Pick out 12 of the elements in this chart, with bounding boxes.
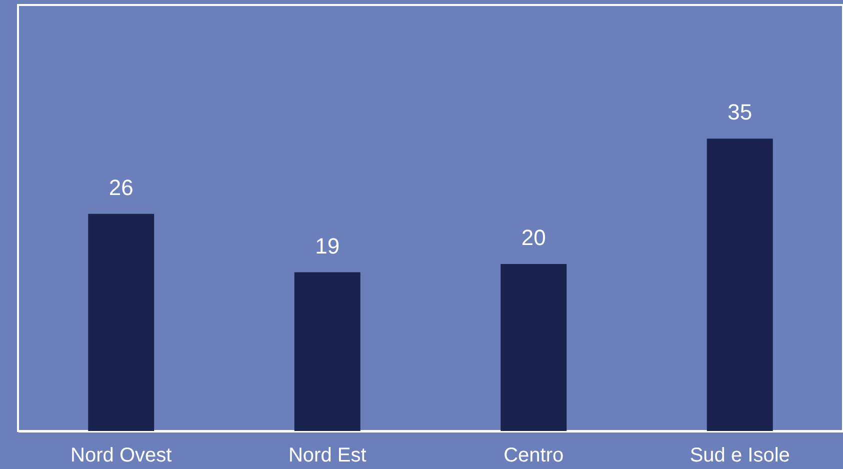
bar — [500, 264, 567, 431]
x-tick-label: Nord Ovest — [70, 444, 172, 466]
bar — [294, 272, 360, 431]
data-label: 19 — [315, 233, 340, 258]
x-tick-label: Nord Est — [288, 444, 367, 466]
bar — [88, 214, 154, 431]
data-label: 35 — [728, 100, 752, 125]
data-label: 20 — [521, 224, 546, 250]
x-tick-label: Centro — [504, 444, 564, 466]
x-tick-label: Sud e Isole — [690, 444, 790, 466]
bar — [706, 138, 773, 431]
data-label: 26 — [108, 174, 134, 200]
